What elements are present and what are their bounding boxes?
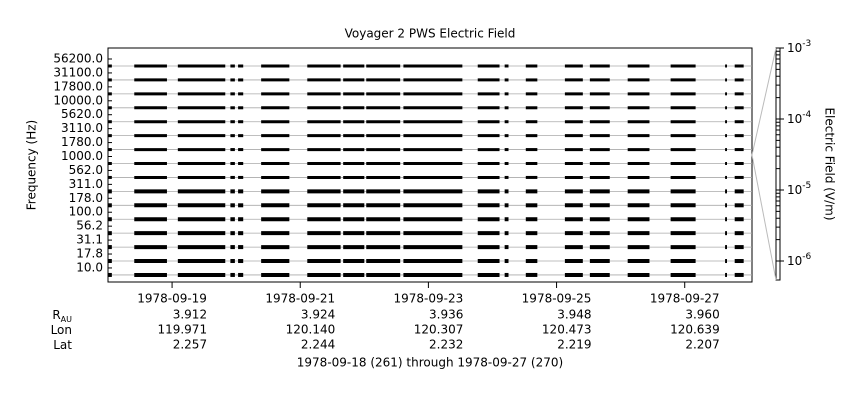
ephemeris-label: Lat bbox=[53, 338, 72, 352]
y2-tick-base: 10 bbox=[787, 182, 802, 196]
ephemeris-label: Lon bbox=[51, 323, 72, 337]
y2-tick-exponent: -4 bbox=[802, 109, 811, 119]
y-tick-label: 311.0 bbox=[69, 177, 103, 191]
y-tick-label: 1000.0 bbox=[61, 149, 103, 163]
y-tick-label: 10.0 bbox=[76, 260, 103, 274]
ephemeris-value: 120.307 bbox=[414, 323, 464, 337]
ephemeris-value: 3.912 bbox=[173, 308, 207, 322]
ephemeris-value: 2.219 bbox=[557, 338, 591, 352]
ephemeris-label: RAU bbox=[52, 308, 72, 324]
y2-tick-exponent: -5 bbox=[802, 180, 811, 190]
ephemeris-label-sub: AU bbox=[61, 315, 72, 324]
y-tick-label: 10000.0 bbox=[53, 93, 103, 107]
y-tick-label: 17800.0 bbox=[53, 79, 103, 93]
chart-title: Voyager 2 PWS Electric Field bbox=[345, 27, 516, 41]
ephemeris-value: 120.473 bbox=[542, 323, 592, 337]
y-axis-label: Frequency (Hz) bbox=[25, 120, 39, 211]
y-tick-label: 56200.0 bbox=[53, 52, 103, 66]
x-tick-label: 1978-09-21 bbox=[265, 292, 335, 306]
ephemeris-label-text: Lon bbox=[51, 323, 72, 337]
ephemeris-label-text: R bbox=[52, 308, 60, 322]
y-tick-label: 31.1 bbox=[76, 233, 103, 247]
ephemeris-value: 3.924 bbox=[301, 308, 335, 322]
ephemeris-value: 2.207 bbox=[685, 338, 719, 352]
y2-tick-label: 10-4 bbox=[787, 109, 812, 125]
y-tick-label: 562.0 bbox=[69, 163, 103, 177]
y-tick-label: 178.0 bbox=[69, 191, 103, 205]
x-tick-label: 1978-09-19 bbox=[137, 292, 207, 306]
ephemeris-value: 3.936 bbox=[429, 308, 463, 322]
y2-axis-label: Electric Field (V/m) bbox=[823, 107, 837, 220]
ephemeris-label-text: Lat bbox=[53, 338, 72, 352]
y-tick-label: 56.2 bbox=[76, 219, 103, 233]
x-tick-label: 1978-09-25 bbox=[522, 292, 592, 306]
y2-tick-exponent: -3 bbox=[802, 39, 811, 49]
footer: 1978-09-18 (261) through 1978-09-27 (270… bbox=[297, 356, 563, 370]
y2-tick-label: 10-6 bbox=[787, 251, 812, 267]
connector bbox=[751, 154, 777, 281]
y-tick-label: 5620.0 bbox=[61, 107, 103, 121]
ephemeris-value: 2.232 bbox=[429, 338, 463, 352]
y-tick-label: 31100.0 bbox=[53, 65, 103, 79]
ephemeris-value: 3.960 bbox=[685, 308, 719, 322]
scale-bar bbox=[775, 47, 781, 281]
y2-tick-base: 10 bbox=[787, 41, 802, 55]
y2-tick-base: 10 bbox=[787, 111, 802, 125]
y2-tick-base: 10 bbox=[787, 253, 802, 267]
y2-tick-label: 10-5 bbox=[787, 180, 811, 196]
y2-tick-label: 10-3 bbox=[787, 39, 811, 55]
ephemeris-value: 120.639 bbox=[670, 323, 720, 337]
connector bbox=[751, 47, 777, 156]
y-tick-label: 3110.0 bbox=[61, 121, 103, 135]
y-tick-label: 100.0 bbox=[69, 205, 103, 219]
y-tick-label: 17.8 bbox=[76, 247, 103, 261]
ephemeris-value: 2.257 bbox=[173, 338, 207, 352]
y-tick-label: 1780.0 bbox=[61, 135, 103, 149]
ephemeris-value: 3.948 bbox=[557, 308, 591, 322]
ephemeris-value: 2.244 bbox=[301, 338, 335, 352]
ephemeris-value: 120.140 bbox=[286, 323, 336, 337]
x-tick-label: 1978-09-23 bbox=[394, 292, 464, 306]
ephemeris-value: 119.971 bbox=[157, 323, 207, 337]
y2-tick-exponent: -6 bbox=[802, 251, 811, 261]
x-tick-label: 1978-09-27 bbox=[650, 292, 720, 306]
